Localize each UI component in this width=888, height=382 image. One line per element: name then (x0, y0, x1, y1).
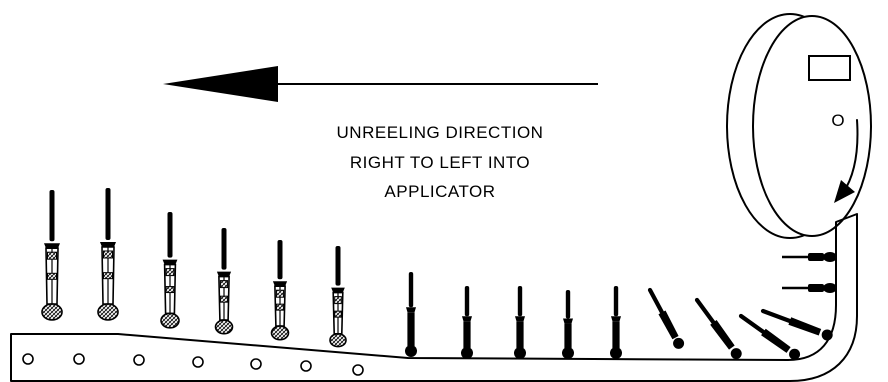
terminal (461, 286, 473, 359)
rotation-arrow (834, 119, 859, 203)
terminal (738, 313, 801, 360)
terminal (214, 228, 234, 335)
terminal (782, 283, 837, 293)
terminal (97, 188, 119, 321)
reel-center-marking: O (831, 111, 844, 130)
terminal (329, 246, 347, 348)
terminal (270, 240, 290, 341)
terminal-reel: O (726, 13, 872, 239)
caption-line-1: UNREELING DIRECTION (337, 123, 544, 142)
strip-hole (352, 364, 364, 376)
terminal (782, 252, 837, 262)
terminal (405, 272, 417, 357)
terminal (41, 190, 63, 321)
curving-terminals (647, 287, 833, 360)
reel-label-box (808, 55, 851, 81)
vertical-terminals (41, 188, 622, 359)
terminal (514, 286, 526, 359)
strip-hole (300, 360, 312, 372)
strip-hole (250, 358, 262, 370)
terminal (610, 286, 622, 359)
caption-line-3: APPLICATOR (384, 182, 495, 201)
strip-hole (73, 353, 85, 365)
caption-line-2: RIGHT TO LEFT INTO (350, 153, 530, 172)
terminal (694, 297, 742, 360)
terminal (647, 287, 685, 349)
strip-hole (192, 356, 204, 368)
carrier-strip-holes (22, 353, 364, 376)
terminal (562, 290, 574, 359)
terminal (760, 308, 833, 341)
direction-arrow (163, 66, 598, 102)
terminal-attachments (782, 252, 837, 293)
direction-caption: UNREELING DIRECTION RIGHT TO LEFT INTO A… (337, 123, 544, 201)
strip-hole (133, 354, 145, 366)
carrier-strip (10, 213, 858, 382)
terminal (160, 212, 180, 329)
strip-hole (22, 353, 34, 365)
